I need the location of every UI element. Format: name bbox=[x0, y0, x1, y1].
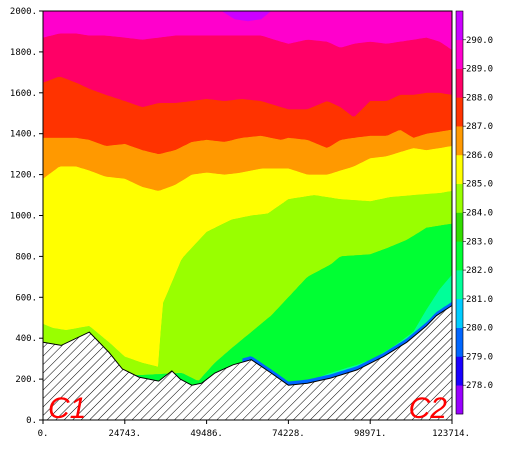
band-284-285-lime bbox=[43, 191, 452, 420]
colorbar-swatch bbox=[456, 270, 463, 300]
colorbar-swatch bbox=[456, 212, 463, 242]
y-tick-label: 0. bbox=[26, 416, 37, 426]
y-tick-label: 400. bbox=[15, 334, 37, 344]
colorbar-swatch bbox=[456, 68, 463, 98]
colorbar-swatch bbox=[456, 385, 463, 415]
x-tick-label: 123714. bbox=[432, 429, 470, 439]
colorbar-label: 284.0 bbox=[466, 209, 493, 219]
x-axis: 0. 24743. 49486. 74228. 98971. 123714. bbox=[38, 420, 470, 439]
colorbar-swatch bbox=[456, 183, 463, 213]
colorbar-label: 290.0 bbox=[466, 36, 493, 46]
y-tick-label: 1200. bbox=[10, 171, 37, 181]
colorbar-swatch bbox=[456, 298, 463, 328]
colorbar-label: 282.0 bbox=[466, 266, 493, 276]
band-above-290 bbox=[221, 11, 272, 22]
colorbar-label: 283.0 bbox=[466, 237, 493, 247]
x-tick-label: 49486. bbox=[190, 429, 223, 439]
x-tick-label: 0. bbox=[38, 429, 49, 439]
colorbar-swatch bbox=[456, 241, 463, 271]
colorbar-label: 288.0 bbox=[466, 93, 493, 103]
y-tick-label: 800. bbox=[15, 252, 37, 262]
terrain-hatched-area bbox=[42, 304, 453, 421]
band-282-283 bbox=[124, 223, 452, 420]
right-end-label: C2 bbox=[409, 392, 448, 425]
y-axis: 0. 200. 400. 600. 800. 1000. 1200. 1400. 1600. 18… bbox=[10, 7, 43, 426]
colorbar-swatch bbox=[456, 11, 463, 41]
y-tick-label: 600. bbox=[15, 293, 37, 303]
colorbar-swatch bbox=[456, 356, 463, 386]
colorbar-label: 285.0 bbox=[466, 180, 493, 190]
colorbar: 278.0 279.0 280.0 281.0 282.0 283.0 284.0 285.0… bbox=[455, 10, 493, 415]
band-286.0-287.0 bbox=[43, 129, 452, 191]
x-tick-label: 24743. bbox=[109, 429, 142, 439]
y-tick-label: 1800. bbox=[10, 48, 37, 58]
y-tick-label: 2000. bbox=[10, 7, 37, 17]
band-285-286 bbox=[43, 146, 452, 367]
left-end-label: C1 bbox=[48, 392, 86, 425]
y-tick-label: 1000. bbox=[10, 212, 37, 222]
colorbar-label: 280.0 bbox=[466, 324, 493, 334]
colorbar-swatch bbox=[456, 97, 463, 127]
y-tick-label: 200. bbox=[15, 375, 37, 385]
colorbar-swatch bbox=[456, 126, 463, 156]
contour-bands bbox=[43, 11, 452, 420]
colorbar-swatch bbox=[456, 154, 463, 185]
band-289-290 bbox=[43, 11, 452, 50]
band-287.0-288.0 bbox=[43, 76, 452, 154]
colorbar-label: 279.0 bbox=[466, 352, 493, 362]
y-tick-label: 1400. bbox=[10, 130, 37, 140]
x-tick-label: 74228. bbox=[272, 429, 305, 439]
colorbar-label: 286.0 bbox=[466, 151, 493, 161]
colorbar-label: 278.0 bbox=[466, 381, 493, 391]
colorbar-swatch bbox=[456, 327, 463, 357]
colorbar-label: 287.0 bbox=[466, 122, 493, 132]
x-tick-label: 98971. bbox=[354, 429, 387, 439]
y-tick-label: 1600. bbox=[10, 89, 37, 99]
colorbar-swatch bbox=[456, 39, 463, 69]
band-288.0-289.0 bbox=[43, 33, 452, 117]
colorbar-label: 289.0 bbox=[466, 65, 493, 75]
colorbar-label: 281.0 bbox=[466, 295, 493, 305]
